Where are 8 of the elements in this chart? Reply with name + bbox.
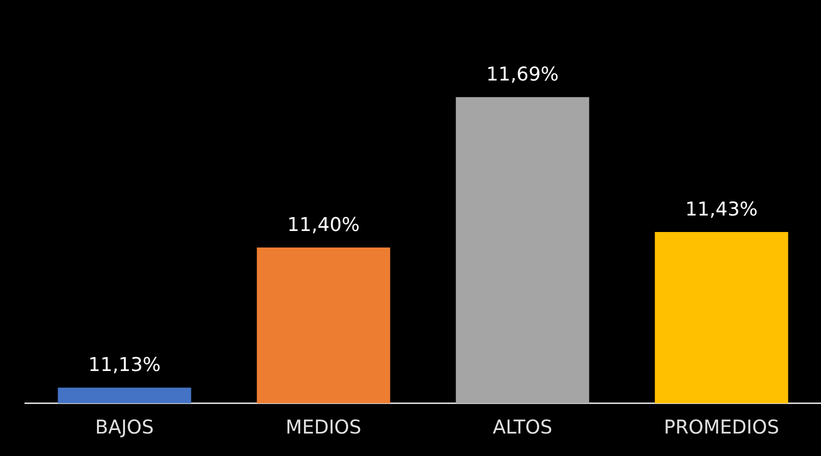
data-label: 11,13%: [88, 354, 161, 376]
x-tick-label: PROMEDIOS: [664, 416, 780, 439]
data-label: 11,69%: [486, 64, 559, 86]
data-label: 11,40%: [287, 214, 360, 236]
x-tick-label: BAJOS: [95, 416, 154, 439]
x-tick-label: ALTOS: [492, 416, 552, 439]
data-label: 11,43%: [685, 198, 758, 220]
x-tick-label: MEDIOS: [286, 416, 362, 439]
